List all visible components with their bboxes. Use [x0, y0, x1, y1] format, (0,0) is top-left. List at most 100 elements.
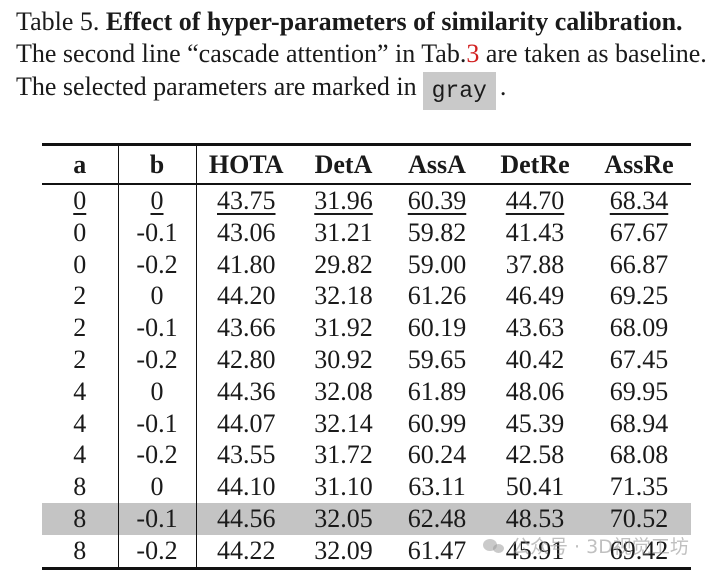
cell-assre: 68.09: [587, 312, 691, 344]
cell-hota: 43.66: [196, 312, 296, 344]
cell-a: 4: [42, 407, 119, 440]
caption-label: Table 5.: [16, 7, 100, 36]
cell-assre: 66.87: [587, 249, 691, 281]
cell-value: 4: [73, 408, 87, 438]
cell-b: -0.2: [118, 534, 197, 569]
cell-value: 61.26: [407, 281, 467, 311]
cell-a: 2: [42, 312, 119, 344]
cell-deta: 31.21: [296, 217, 391, 249]
cell-assa: 60.24: [391, 439, 483, 471]
cell-value: 42.58: [505, 440, 565, 470]
table-row: 4 -0.1 44.07 32.14 60.99 45.39 68.94: [42, 407, 691, 440]
cell-detre: 45.39: [483, 408, 587, 440]
cell-deta: 31.10: [296, 471, 391, 503]
cell-value: 68.94: [609, 408, 669, 438]
cell-value: 31.72: [314, 440, 373, 470]
cell-a: 0: [42, 184, 119, 217]
cell-a: 4: [42, 375, 119, 408]
caption-line-2-tail: are taken as baseline.: [479, 39, 707, 68]
table-row: 4 -0.2 43.55 31.72 60.24 42.58 68.08: [42, 439, 691, 472]
cell-value: 50.41: [505, 472, 565, 502]
table-reference-link[interactable]: 3: [466, 39, 480, 68]
cell-detre: 48.53: [483, 502, 587, 535]
cell-value: 44.10: [217, 472, 276, 502]
cell-a: 8: [42, 471, 119, 503]
cell-value: 31.96: [314, 186, 373, 215]
cell-b: -0.1: [118, 312, 197, 344]
caption-line-2: The second line “cascade attention” in T…: [16, 38, 722, 70]
cell-value: -0.1: [136, 313, 178, 343]
cell-a: 2: [42, 280, 119, 313]
cell-hota: 44.36: [196, 376, 296, 408]
table-row: 4 0 44.36 32.08 61.89 48.06 69.95: [42, 375, 691, 408]
column-header-a: a: [42, 144, 119, 184]
cell-assre: 70.52: [587, 502, 691, 535]
cell-value: 68.08: [609, 440, 669, 470]
table-body: 0 0 43.75 31.96 60.39 44.70 68.34 0 -0.1 43.06 31.…: [42, 184, 691, 569]
cell-value: 48.06: [505, 376, 565, 406]
table-row-selected: 8 -0.1 44.56 32.05 62.48 48.53 70.52: [42, 502, 691, 535]
cell-value: 0: [73, 217, 87, 247]
cell-detre: 46.49: [483, 280, 587, 312]
results-table: a b HOTA DetA AssA DetRe AssRe 0 0 43.75 31.96 60.…: [42, 143, 691, 570]
cell-detre: 50.41: [483, 471, 587, 503]
cell-value: 32.08: [314, 376, 373, 406]
cell-a: 8: [42, 534, 119, 569]
cell-assre: 68.34: [587, 184, 691, 217]
cell-detre: 48.06: [483, 376, 587, 408]
cell-value: 67.45: [609, 344, 669, 374]
cell-value: 30.92: [314, 344, 373, 374]
cell-value: 41.80: [217, 249, 276, 279]
column-header-hota: HOTA: [208, 150, 284, 179]
cell-value: 69.25: [609, 281, 669, 311]
cell-value: 60.24: [407, 440, 467, 470]
cell-value: 44.20: [217, 281, 276, 311]
cell-value: 43.63: [505, 313, 565, 343]
cell-value: 32.18: [314, 281, 373, 311]
cell-assre: 67.45: [587, 344, 691, 376]
cell-b: -0.2: [118, 343, 197, 376]
cell-assa: 59.65: [391, 344, 483, 376]
cell-value: 45.91: [505, 535, 565, 565]
cell-value: 60.19: [407, 313, 467, 343]
cell-b: 0: [118, 471, 197, 503]
cell-detre: 45.91: [483, 535, 587, 568]
table-row: 8 -0.2 44.22 32.09 61.47 45.91 69.42: [42, 534, 691, 569]
cell-value: 8: [73, 535, 87, 565]
table-row: 8 0 44.10 31.10 63.11 50.41 71.35: [42, 471, 691, 503]
cell-value: 59.82: [407, 217, 467, 247]
table-caption: Table 5. Effect of hyper-parameters of s…: [16, 6, 722, 110]
cell-hota: 44.10: [196, 471, 296, 503]
cell-deta: 32.14: [296, 408, 391, 440]
cell-value: 43.06: [217, 217, 276, 247]
cell-value: 59.65: [407, 344, 467, 374]
cell-value: 0: [150, 186, 164, 215]
table-row: 0 -0.2 41.80 29.82 59.00 37.88 66.87: [42, 248, 691, 281]
caption-line-3-tail: .: [499, 72, 507, 101]
cell-value: 43.55: [217, 440, 276, 470]
cell-detre: 41.43: [483, 217, 587, 249]
cell-value: 31.10: [314, 472, 373, 502]
cell-assre: 69.25: [587, 280, 691, 312]
cell-value: 42.80: [217, 344, 276, 374]
cell-value: -0.2: [136, 535, 178, 565]
cell-value: -0.2: [136, 440, 178, 470]
cell-assre: 69.95: [587, 376, 691, 408]
cell-a: 4: [42, 439, 119, 472]
table-row-baseline: 0 0 43.75 31.96 60.39 44.70 68.34: [42, 184, 691, 217]
cell-value: 32.05: [314, 503, 373, 533]
cell-value: 4: [73, 376, 87, 406]
cell-value: -0.1: [136, 408, 178, 438]
cell-value: 60.99: [407, 408, 467, 438]
cell-assre: 71.35: [587, 471, 691, 503]
cell-deta: 30.92: [296, 344, 391, 376]
cell-a: 0: [42, 248, 119, 281]
cell-b: -0.2: [118, 248, 197, 281]
cell-value: 2: [73, 344, 87, 374]
cell-value: -0.1: [136, 217, 178, 247]
cell-value: 44.22: [217, 535, 276, 565]
cell-b: -0.1: [118, 502, 197, 535]
cell-value: 60.39: [407, 186, 467, 215]
caption-line-2-text: The second line “cascade attention” in T…: [16, 39, 467, 68]
cell-assre: 67.67: [587, 217, 691, 249]
